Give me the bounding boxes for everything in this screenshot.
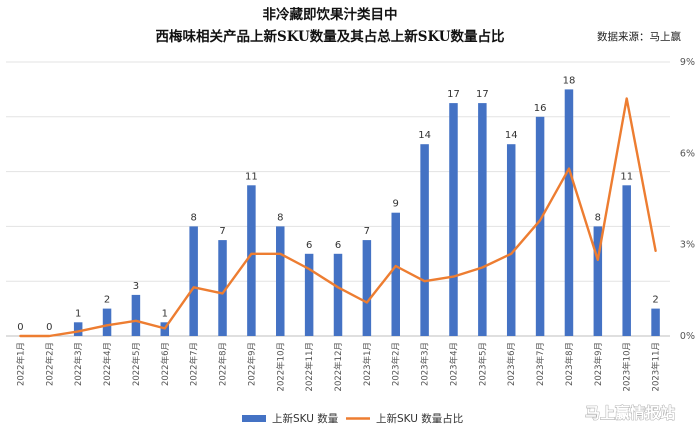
bar [131, 294, 141, 336]
bar-data-label: 18 [563, 75, 576, 86]
x-tick-label: 2023年4月 [448, 342, 459, 386]
bar [535, 116, 545, 336]
right-y-axis: 0% 3% 6% 9% [680, 57, 695, 342]
bar-data-label: 7 [219, 226, 225, 237]
y-right-tick-label: 9% [680, 57, 695, 68]
line-series [19, 97, 657, 338]
share-line [19, 97, 657, 338]
watermark: 马上赢情报站 [585, 404, 675, 422]
bar [362, 240, 372, 336]
bar-data-label: 8 [595, 212, 601, 223]
bar [391, 212, 400, 336]
bar-data-label: 17 [476, 89, 489, 100]
bar [304, 253, 314, 336]
bar-data-label: 8 [190, 212, 196, 223]
x-tick-label: 2022年3月 [73, 342, 84, 386]
legend-label-bar: 上新SKU 数量 [272, 412, 339, 425]
bar-data-label: 6 [335, 240, 341, 251]
x-tick-label: 2022年4月 [102, 342, 113, 386]
y-right-tick-label: 0% [680, 331, 695, 342]
bar-data-label: 17 [447, 89, 460, 100]
bar [420, 144, 429, 336]
x-tick-label: 2022年7月 [189, 342, 200, 386]
bar-data-label: 11 [620, 171, 633, 182]
bar [593, 226, 603, 336]
x-axis: 2022年1月 2022年2月 2022年3月 2022年4月 2022年5月 2022年… [15, 342, 661, 391]
x-tick-label: 2023年11月 [651, 342, 662, 391]
bar-data-label: 6 [306, 240, 312, 251]
bar-data-label: 14 [505, 130, 518, 141]
bar-data-label: 0 [17, 322, 23, 333]
bar [333, 253, 343, 336]
x-tick-label: 2023年9月 [593, 342, 604, 386]
data-source-note: 数据来源：马上赢 [597, 30, 681, 43]
legend: 上新SKU 数量 上新SKU 数量占比 [242, 412, 463, 425]
x-tick-label: 2023年7月 [535, 342, 546, 386]
bar [449, 103, 458, 336]
bar [102, 308, 112, 336]
bar [247, 185, 256, 336]
bar-data-label: 8 [277, 212, 283, 223]
x-tick-label: 2022年12月 [333, 342, 344, 391]
x-tick-label: 2022年2月 [44, 342, 55, 386]
x-tick-label: 2022年11月 [304, 342, 315, 391]
bar [276, 226, 285, 336]
x-tick-label: 2023年6月 [506, 342, 517, 386]
x-tick-label: 2022年6月 [160, 342, 171, 386]
bar [506, 144, 516, 336]
x-tick-label: 2022年1月 [15, 342, 26, 386]
x-tick-label: 2022年10月 [275, 342, 286, 391]
x-tick-label: 2022年8月 [218, 342, 229, 386]
bar-data-label: 0 [46, 322, 52, 333]
bar-data-label: 1 [75, 308, 81, 319]
y-right-tick-label: 6% [680, 148, 695, 159]
x-tick-label: 2022年5月 [131, 342, 142, 386]
bar-data-label: 7 [364, 226, 370, 237]
bar [218, 240, 227, 336]
bar-data-label: 16 [534, 103, 547, 114]
legend-swatch-bar [242, 415, 266, 422]
legend-label-line: 上新SKU 数量占比 [376, 412, 463, 425]
x-tick-label: 2022年9月 [246, 342, 257, 386]
x-tick-label: 2023年3月 [420, 342, 431, 386]
bar-data-label: 1 [162, 308, 168, 319]
x-tick-label: 2023年10月 [622, 342, 633, 391]
chart-title: 非冷藏即饮果汁类目中 [263, 6, 398, 23]
x-tick-label: 2023年2月 [391, 342, 402, 386]
bar-data-label: 9 [393, 199, 399, 210]
chart-subtitle: 西梅味相关产品上新SKU数量及其占总上新SKU数量占比 [155, 28, 504, 45]
bar [622, 185, 631, 336]
gridlines [6, 61, 670, 337]
y-right-tick-label: 3% [680, 240, 695, 251]
bar [478, 103, 487, 336]
bar-series [73, 89, 660, 337]
bar-data-label: 14 [418, 130, 431, 141]
x-tick-label: 2023年8月 [564, 342, 575, 386]
bar [564, 89, 574, 337]
bar-data-label: 3 [133, 281, 139, 292]
bar [73, 322, 83, 336]
x-tick-label: 2023年1月 [362, 342, 373, 386]
x-tick-label: 2023年5月 [477, 342, 488, 386]
bar-data-label: 11 [245, 171, 258, 182]
bar-data-label: 2 [104, 295, 110, 306]
bar-data-label: 2 [652, 295, 658, 306]
bar [651, 308, 660, 336]
bar [189, 226, 198, 336]
